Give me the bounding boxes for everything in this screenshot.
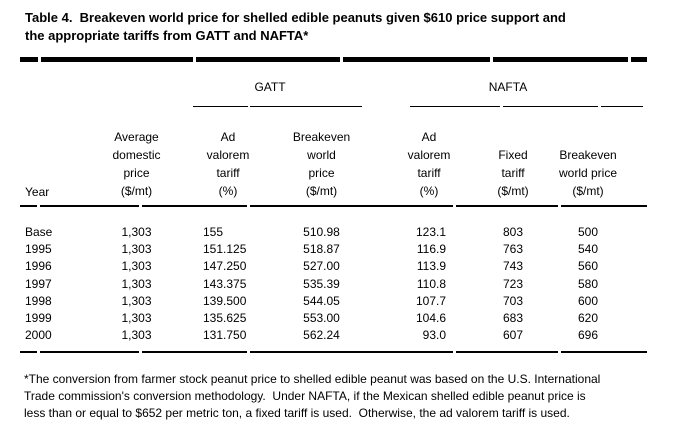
- cell-fixed-tariff: 803: [502, 225, 524, 239]
- cell-gatt-ad-valorem: 147.250: [203, 259, 247, 273]
- column-header-avg-domestic-price: Average domestic price ($/mt): [112, 130, 161, 198]
- table-row: 1998 1,303 139.500 544.05 107.7 703 600: [0, 294, 693, 310]
- cell-avg-domestic-price: 1,303: [121, 294, 152, 308]
- cell-avg-domestic-price: 1,303: [121, 242, 152, 256]
- bottom-rule-segment: [561, 351, 647, 353]
- cell-year: 2000: [25, 328, 52, 342]
- bottom-rule-segment: [40, 351, 139, 353]
- cell-fixed-tariff: 703: [502, 294, 524, 308]
- cell-year: 1999: [25, 311, 52, 325]
- cell-nafta-ad-valorem: 110.8: [416, 277, 446, 291]
- bottom-rule-segment: [250, 351, 453, 353]
- cell-gatt-breakeven: 510.98: [303, 225, 340, 239]
- column-header-fixed-tariff: Fixed tariff ($/mt): [497, 148, 529, 198]
- cell-year: Base: [25, 225, 53, 239]
- cell-fixed-tariff: 743: [502, 259, 524, 273]
- footnote-line3: less than or equal to $652 per metric to…: [24, 406, 570, 420]
- cell-avg-domestic-price: 1,303: [121, 328, 152, 342]
- column-header-gatt-ad-valorem: Ad valorem tariff (%): [206, 130, 250, 198]
- cell-gatt-ad-valorem: 155: [203, 225, 224, 239]
- header-rule-segment: [20, 205, 37, 207]
- cell-gatt-breakeven: 562.24: [303, 328, 340, 342]
- cell-gatt-ad-valorem: 139.500: [203, 294, 247, 308]
- cell-nafta-ad-valorem: 93.0: [422, 328, 446, 342]
- cell-year: 1996: [25, 259, 52, 273]
- cell-nafta-breakeven: 540: [577, 242, 599, 256]
- cell-nafta-breakeven: 696: [577, 328, 599, 342]
- cell-year: 1995: [25, 242, 52, 256]
- table-row: 1996 1,303 147.250 527.00 113.9 743 560: [0, 259, 693, 275]
- nafta-underline-segment: [410, 106, 500, 107]
- cell-gatt-breakeven: 518.87: [303, 242, 340, 256]
- table-title-line2: the appropriate tariffs from GATT and NA…: [25, 28, 309, 43]
- cell-nafta-breakeven: 560: [577, 259, 599, 273]
- cell-nafta-ad-valorem: 107.7: [415, 294, 446, 308]
- column-header-nafta-breakeven: Breakeven world price ($/mt): [558, 148, 618, 198]
- cell-avg-domestic-price: 1,303: [121, 277, 152, 291]
- cell-gatt-ad-valorem: 151.125: [203, 242, 247, 256]
- gatt-underline-segment: [250, 106, 362, 107]
- cell-gatt-breakeven: 544.05: [303, 294, 340, 308]
- gatt-group-header: GATT: [254, 80, 286, 94]
- cell-nafta-ad-valorem: 104.6: [415, 311, 446, 325]
- top-rule-segment: [493, 57, 628, 62]
- column-header-nafta-ad-valorem: Ad valorem tariff (%): [407, 130, 451, 198]
- table-footnote: *The conversion from farmer stock peanut…: [24, 371, 600, 422]
- cell-fixed-tariff: 763: [502, 242, 524, 256]
- cell-year: 1997: [25, 277, 52, 291]
- table-title-line1: Table 4. Breakeven world price for shell…: [25, 10, 566, 25]
- top-rule-segment: [41, 57, 193, 62]
- table-row: Base 1,303 155 510.98 123.1 803 500: [0, 225, 693, 241]
- table-row: 1999 1,303 135.625 553.00 104.6 683 620: [0, 311, 693, 327]
- cell-nafta-breakeven: 620: [577, 311, 599, 325]
- footnote-line1: *The conversion from farmer stock peanut…: [24, 372, 601, 386]
- header-rule-segment: [40, 205, 139, 207]
- top-rule-segment: [343, 57, 490, 62]
- cell-gatt-breakeven: 535.39: [303, 277, 340, 291]
- cell-nafta-breakeven: 600: [577, 294, 599, 308]
- header-rule-segment: [142, 205, 247, 207]
- header-rule-segment: [250, 205, 453, 207]
- cell-fixed-tariff: 723: [502, 277, 524, 291]
- cell-gatt-ad-valorem: 135.625: [203, 311, 247, 325]
- table-row: 2000 1,303 131.750 562.24 93.0 607 696: [0, 328, 693, 344]
- bottom-rule-segment: [142, 351, 247, 353]
- gatt-underline-segment: [193, 106, 248, 107]
- cell-nafta-ad-valorem: 123.1: [415, 225, 446, 239]
- cell-avg-domestic-price: 1,303: [121, 225, 152, 239]
- top-rule-segment: [631, 57, 647, 62]
- footnote-line2: Trade commission's conversion methodolog…: [24, 389, 586, 403]
- cell-avg-domestic-price: 1,303: [121, 311, 152, 325]
- cell-fixed-tariff: 607: [502, 328, 524, 342]
- nafta-group-header: NAFTA: [488, 80, 528, 94]
- header-rule-segment: [456, 205, 558, 207]
- top-rule-segment: [196, 57, 340, 62]
- cell-gatt-breakeven: 527.00: [303, 259, 340, 273]
- cell-nafta-ad-valorem: 116.9: [416, 242, 446, 256]
- bottom-rule-segment: [456, 351, 558, 353]
- header-rule-segment: [561, 205, 647, 207]
- table-row: 1995 1,303 151.125 518.87 116.9 763 540: [0, 242, 693, 258]
- cell-nafta-ad-valorem: 113.9: [416, 259, 446, 273]
- cell-gatt-breakeven: 553.00: [303, 311, 340, 325]
- cell-nafta-breakeven: 580: [577, 277, 599, 291]
- column-header-gatt-breakeven: Breakeven world price ($/mt): [292, 130, 351, 198]
- cell-avg-domestic-price: 1,303: [121, 259, 152, 273]
- table-row: 1997 1,303 143.375 535.39 110.8 723 580: [0, 277, 693, 293]
- cell-nafta-breakeven: 500: [577, 225, 599, 239]
- top-rule-segment: [20, 57, 38, 62]
- nafta-underline-segment: [503, 106, 598, 107]
- cell-fixed-tariff: 683: [502, 311, 524, 325]
- bottom-rule-segment: [20, 351, 37, 353]
- cell-year: 1998: [25, 294, 52, 308]
- column-header-year: Year: [25, 185, 50, 199]
- cell-gatt-ad-valorem: 131.750: [203, 328, 247, 342]
- nafta-underline-segment: [601, 106, 643, 107]
- table-title: Table 4. Breakeven world price for shell…: [25, 9, 566, 45]
- cell-gatt-ad-valorem: 143.375: [203, 277, 247, 291]
